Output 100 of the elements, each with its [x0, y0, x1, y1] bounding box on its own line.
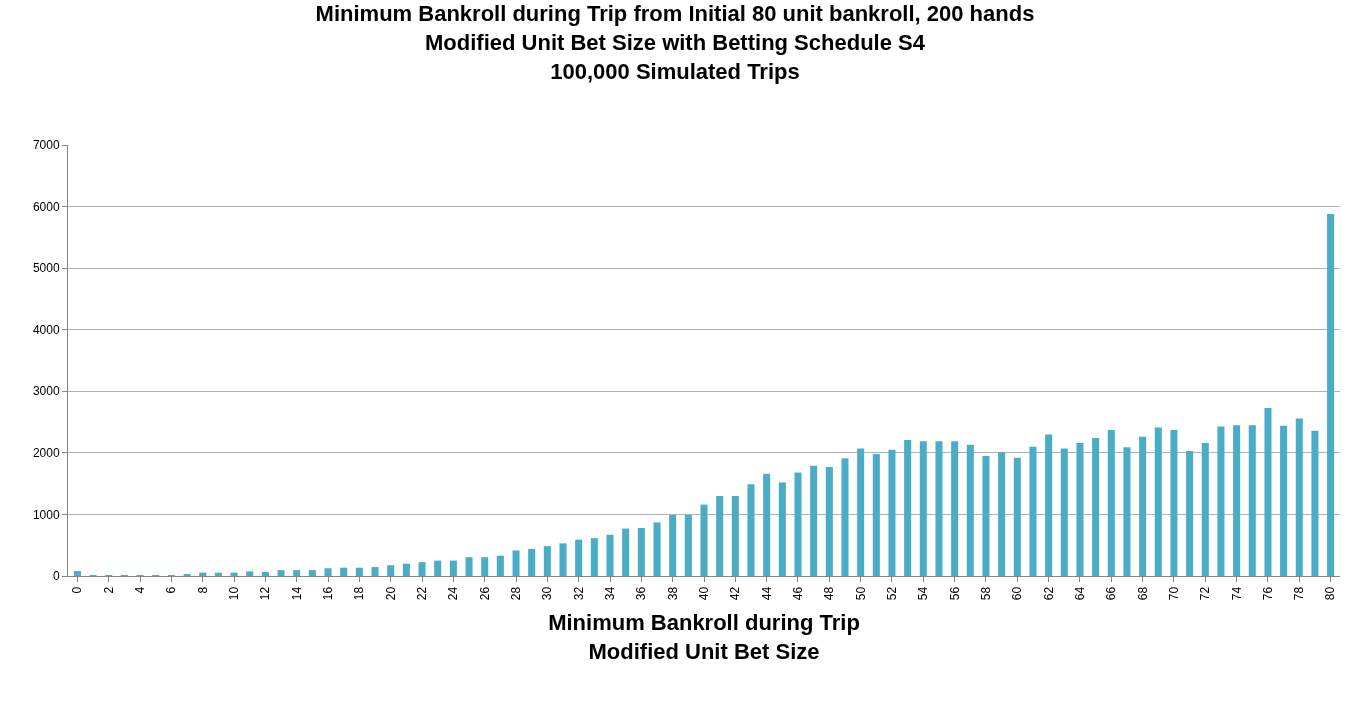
- bar: [653, 522, 661, 576]
- bar: [1295, 418, 1303, 576]
- x-tick-label: 68: [1135, 586, 1150, 601]
- x-tick-label: 38: [665, 586, 680, 601]
- x-tick-label: 48: [822, 586, 837, 601]
- bar: [716, 495, 724, 576]
- y-tick-label: 4000: [32, 322, 60, 337]
- bar: [966, 444, 974, 576]
- y-tick-label: 3000: [32, 384, 60, 399]
- bar: [857, 448, 865, 576]
- x-tick-label: 6: [164, 586, 179, 594]
- bar: [951, 441, 959, 576]
- x-tick-label: 20: [383, 586, 398, 601]
- x-tick-label: 70: [1166, 586, 1181, 601]
- bar: [888, 449, 896, 576]
- bar: [1107, 430, 1115, 576]
- bar: [1327, 213, 1335, 576]
- x-tick-label: 78: [1292, 586, 1307, 601]
- bar: [1264, 407, 1272, 576]
- bar: [73, 571, 81, 576]
- bar: [1217, 426, 1225, 576]
- bar: [1076, 443, 1084, 576]
- x-tick-label: 54: [916, 586, 931, 601]
- bar: [308, 570, 316, 576]
- bar: [1248, 425, 1256, 576]
- x-tick-label: 16: [320, 586, 335, 601]
- bar: [371, 567, 379, 576]
- bar: [622, 528, 630, 576]
- bar: [387, 565, 395, 576]
- x-tick-label: 76: [1260, 586, 1275, 601]
- x-tick-label: 26: [477, 586, 492, 601]
- bar: [1013, 457, 1021, 576]
- bar: [700, 504, 708, 576]
- bar: [355, 567, 363, 576]
- y-tick-label: 5000: [32, 261, 60, 276]
- y-tick-label: 7000: [32, 138, 60, 153]
- bar: [606, 534, 614, 576]
- bar: [324, 568, 332, 576]
- bar: [825, 467, 833, 576]
- bar: [543, 546, 551, 576]
- bar: [794, 472, 802, 576]
- bar: [1029, 446, 1037, 576]
- bar: [434, 560, 442, 576]
- bar: [528, 548, 536, 576]
- bar: [465, 557, 473, 576]
- bar: [841, 458, 849, 576]
- bar: [763, 473, 771, 576]
- x-tick-label: 46: [790, 586, 805, 601]
- bar: [731, 495, 739, 576]
- x-tick-label: 58: [978, 586, 993, 601]
- bar: [481, 557, 489, 576]
- x-tick-label: 0: [70, 586, 85, 594]
- bar: [340, 567, 348, 576]
- bar: [872, 454, 880, 576]
- bar: [637, 527, 645, 576]
- x-tick-label: 2: [101, 586, 116, 594]
- bar: [904, 439, 912, 576]
- x-tick-label: 66: [1104, 586, 1119, 601]
- x-tick-label: 40: [696, 586, 711, 601]
- y-tick-label: 2000: [32, 446, 60, 461]
- x-tick-label: 12: [258, 586, 273, 601]
- bar: [575, 539, 583, 576]
- bar: [982, 455, 990, 576]
- x-tick-label: 34: [602, 586, 617, 601]
- bar: [512, 550, 520, 576]
- x-tick-label: 62: [1041, 586, 1056, 601]
- bar: [1092, 438, 1100, 576]
- bar: [684, 515, 692, 576]
- x-tick-label: 42: [728, 586, 743, 601]
- chart-title: Minimum Bankroll during Trip from Initial 80 unit bankroll, 200 hands Modified Unit Bet Size with Betting Schedule S4 100,000 Simulated Trips: [315, 1, 1035, 84]
- x-tick-label: 8: [195, 586, 210, 594]
- x-tick-label: 52: [884, 586, 899, 601]
- x-tick-label: 80: [1323, 586, 1338, 601]
- bar: [496, 555, 504, 576]
- bar: [1154, 427, 1162, 576]
- bar: [559, 543, 567, 576]
- bar: [1233, 425, 1241, 576]
- bar: [1139, 436, 1147, 576]
- bar: [1123, 447, 1131, 576]
- x-tick-label: 64: [1072, 586, 1087, 601]
- bar: [1280, 425, 1288, 576]
- x-tick-label: 10: [226, 586, 241, 601]
- x-tick-label: 22: [414, 586, 429, 601]
- bar: [1045, 434, 1053, 576]
- bar: [1170, 430, 1178, 576]
- x-tick-label: 74: [1229, 586, 1244, 601]
- bar: [449, 560, 457, 576]
- x-tick-label: 18: [352, 586, 367, 601]
- bar: [778, 482, 786, 576]
- bar: [246, 571, 254, 576]
- bar: [1060, 448, 1068, 576]
- bar: [935, 441, 943, 576]
- bar: [1311, 430, 1319, 576]
- x-tick-label: 56: [947, 586, 962, 601]
- bar: [919, 441, 927, 576]
- bar: [590, 538, 598, 576]
- bar: [747, 484, 755, 576]
- bar: [810, 465, 818, 576]
- bar: [261, 572, 269, 576]
- x-tick-label: 44: [759, 586, 774, 601]
